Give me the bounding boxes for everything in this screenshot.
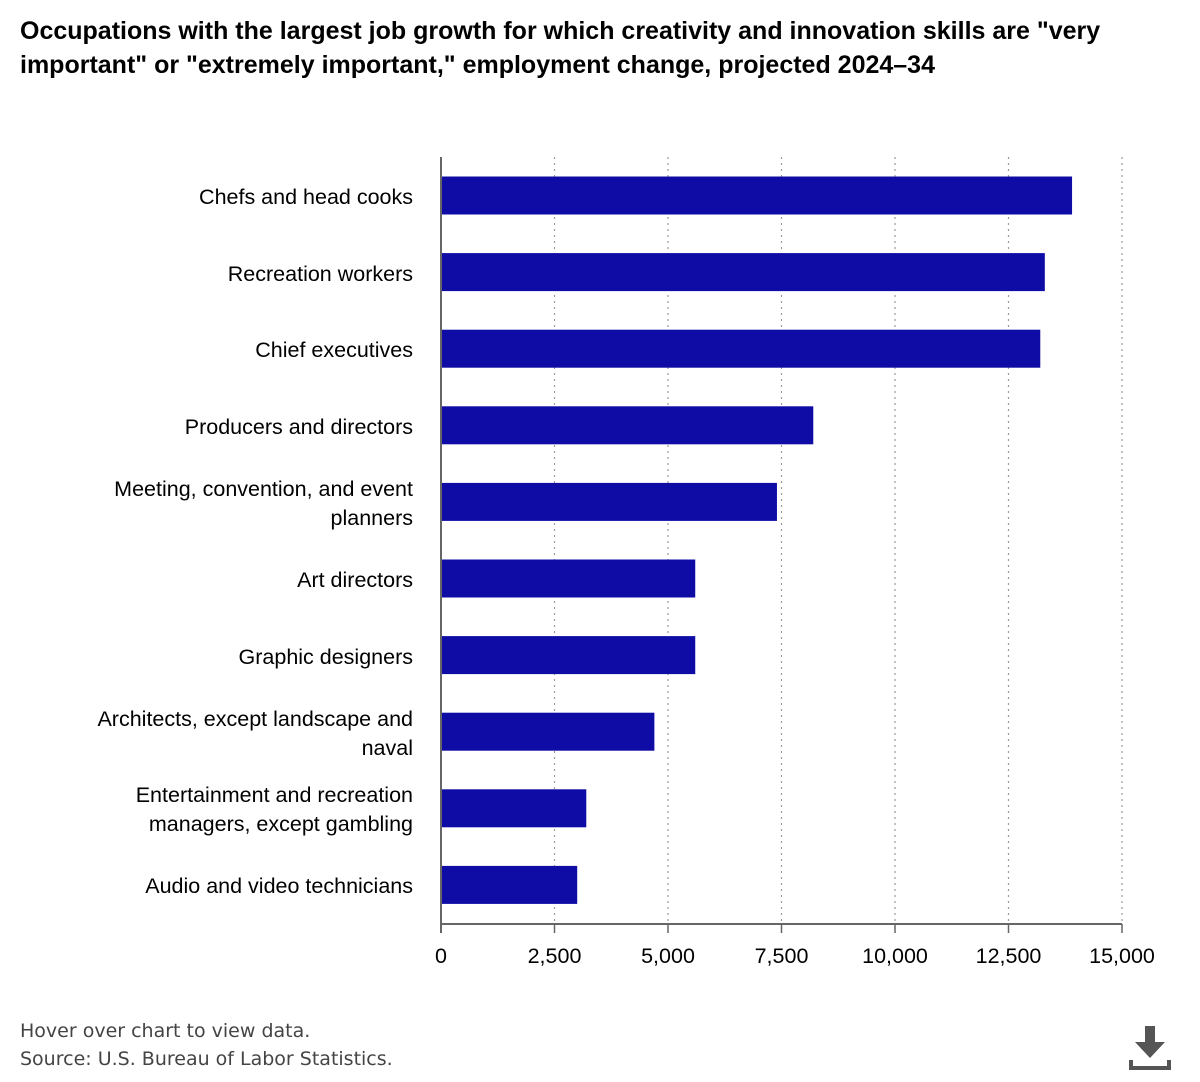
- bar-7[interactable]: [441, 712, 655, 751]
- bar-3[interactable]: [441, 406, 814, 445]
- category-label-line: Graphic designers: [238, 644, 413, 669]
- bar-5[interactable]: [441, 559, 696, 598]
- bar-1[interactable]: [441, 253, 1045, 292]
- bar-8[interactable]: [441, 789, 587, 828]
- category-label-line: Producers and directors: [184, 414, 413, 439]
- x-tick-label-4: 10,000: [862, 944, 928, 968]
- x-tick-label-2: 5,000: [641, 944, 695, 968]
- category-label-line: Architects, except landscape and: [97, 706, 413, 731]
- chart-footer: Hover over chart to view data. Source: U…: [20, 1017, 393, 1073]
- x-tick-label-1: 2,500: [528, 944, 582, 968]
- bar-0[interactable]: [441, 176, 1073, 215]
- category-label-0: Chefs and head cooks: [21, 183, 413, 212]
- category-label-line: Audio and video technicians: [145, 874, 413, 899]
- category-label-5: Art directors: [21, 566, 413, 595]
- bar-6[interactable]: [441, 636, 696, 675]
- download-icon: [1129, 1026, 1171, 1070]
- category-label-2: Chief executives: [21, 336, 413, 365]
- category-label-line: Art directors: [297, 568, 413, 592]
- bars[interactable]: [441, 176, 1073, 904]
- category-label-line: Meeting, convention, and event: [114, 476, 413, 501]
- category-label-line: managers, except gambling: [148, 812, 413, 837]
- x-tick-label-6: 15,000: [1089, 944, 1155, 968]
- category-label-8: Entertainment and recreation managers, ex…: [21, 781, 413, 839]
- hover-note: Hover over chart to view data.: [20, 1020, 311, 1042]
- category-label-1: Recreation workers: [21, 260, 413, 289]
- x-tick-label-5: 12,500: [976, 944, 1042, 968]
- bar-2[interactable]: [441, 329, 1041, 368]
- bar-4[interactable]: [441, 482, 777, 521]
- category-label-6: Graphic designers: [21, 643, 413, 672]
- category-label-line: naval: [361, 735, 413, 760]
- category-label-line: Recreation workers: [227, 261, 413, 286]
- download-button[interactable]: [1128, 1024, 1172, 1072]
- category-label-4: Meeting, convention, and event planners: [21, 475, 413, 533]
- category-label-line: Entertainment and recreation: [135, 783, 413, 808]
- category-label-3: Producers and directors: [21, 413, 413, 442]
- category-label-line: planners: [330, 505, 413, 530]
- category-label-7: Architects, except landscape and naval: [21, 705, 413, 763]
- bar-9[interactable]: [441, 865, 578, 904]
- category-label-line: Chief executives: [255, 338, 413, 363]
- chart-title: Occupations with the largest job growth …: [20, 17, 1101, 79]
- x-tick-label-3: 7,500: [755, 944, 809, 968]
- category-label-line: Chefs and head cooks: [199, 185, 413, 209]
- axes: [440, 157, 1123, 933]
- x-tick-labels: 0 2,500 5,000 7,500 10,000 12,500 15,000: [435, 944, 1155, 968]
- x-tick-label-0: 0: [435, 944, 447, 968]
- bar-chart[interactable]: 0 2,500 5,000 7,500 10,000 12,500 15,000: [0, 0, 1200, 1000]
- source-note: Source: U.S. Bureau of Labor Statistics.: [20, 1048, 393, 1070]
- category-label-9: Audio and video technicians: [21, 872, 413, 901]
